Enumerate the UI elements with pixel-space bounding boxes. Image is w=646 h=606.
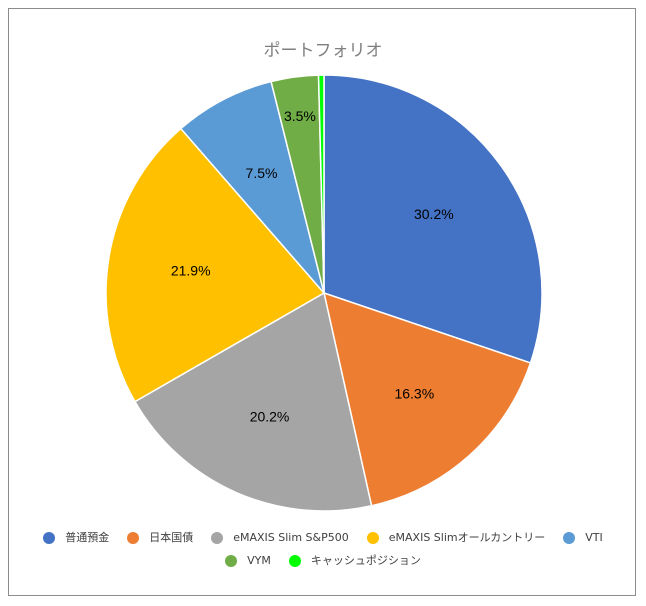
legend-label-3: eMAXIS Slimオールカントリー (388, 531, 546, 544)
data-label-5: 3.5% (284, 108, 316, 124)
legend-swatch-2 (211, 532, 224, 544)
legend-item-1: 日本国債 (127, 528, 193, 548)
legend-swatch-4 (563, 532, 576, 544)
pie-slice-3 (105, 127, 326, 403)
legend-swatch-5 (225, 555, 238, 567)
legend-label-5: VYM (247, 554, 271, 567)
legend-label-4: VTI (585, 531, 603, 544)
legend-item-6: キャッシュポジション (288, 551, 421, 571)
data-label-3: 21.9% (171, 263, 211, 279)
legend-swatch-6 (288, 555, 301, 567)
pie-slice-0 (323, 74, 543, 364)
pie-slice-6 (317, 74, 325, 294)
legend-swatch-3 (366, 532, 379, 544)
legend-item-3: eMAXIS Slimオールカントリー (366, 528, 546, 548)
data-label-1: 16.3% (394, 386, 434, 402)
legend: 普通預金 日本国債 eMAXIS Slim S&P500 eMAXIS Slimオール… (30, 528, 616, 574)
legend-swatch-1 (127, 532, 140, 544)
legend-label-1: 日本国債 (149, 531, 194, 544)
pie-slice-4 (179, 80, 325, 294)
legend-label-6: キャッシュポジション (310, 554, 421, 567)
data-label-4: 7.5% (246, 165, 278, 181)
legend-item-4: VTI (563, 528, 603, 548)
legend-label-0: 普通預金 (65, 531, 110, 544)
chart-title: ポートフォリオ (263, 41, 383, 61)
data-label-2: 20.2% (250, 409, 290, 425)
legend-swatch-0 (43, 532, 56, 544)
data-label-0: 30.2% (414, 206, 454, 222)
pie-slice-2 (133, 291, 373, 512)
legend-item-2: eMAXIS Slim S&P500 (211, 528, 349, 548)
legend-item-0: 普通預金 (43, 528, 109, 548)
legend-item-5: VYM (225, 551, 271, 571)
legend-label-2: eMAXIS Slim S&P500 (233, 531, 349, 544)
pie-slice-1 (322, 291, 532, 507)
